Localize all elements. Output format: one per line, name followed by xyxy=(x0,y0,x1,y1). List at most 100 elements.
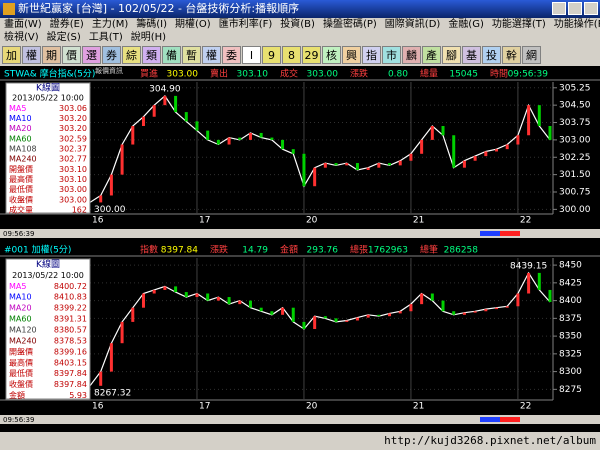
toolbar-button[interactable]: 麟 xyxy=(402,46,421,64)
toolbar-button[interactable]: 產 xyxy=(422,46,441,64)
menu-item[interactable]: 說明(H) xyxy=(130,32,167,43)
toolbar-button[interactable]: 暫 xyxy=(182,46,201,64)
candle xyxy=(270,311,274,315)
y-tick-label: 302.25 xyxy=(559,153,591,163)
panel-title: K線圖 xyxy=(36,82,60,94)
toolbar-button[interactable]: 核 xyxy=(322,46,341,64)
candle xyxy=(195,121,199,131)
indicator-label: 最低價 xyxy=(9,184,33,194)
y-tick-label: 303.75 xyxy=(559,118,591,128)
maximize[interactable] xyxy=(568,2,582,15)
candle xyxy=(248,132,252,140)
toolbar-button[interactable]: 類 xyxy=(142,46,161,64)
toolbar-button[interactable]: 備 xyxy=(162,46,181,64)
menu-item[interactable]: 功能選擇(T) xyxy=(491,19,546,30)
candle xyxy=(163,95,167,106)
toolbar-button[interactable]: 券 xyxy=(102,46,121,64)
toolbar-button[interactable]: 權 xyxy=(202,46,221,64)
menu-item[interactable]: 工具(T) xyxy=(88,32,123,43)
candle xyxy=(441,126,445,136)
indicator-value: 303.06 xyxy=(59,104,87,113)
indicator-value: 302.59 xyxy=(59,134,87,143)
menu-item[interactable]: 主力(M) xyxy=(91,19,129,30)
toolbar-button[interactable]: 委 xyxy=(222,46,241,64)
toolbar-button[interactable]: 價 xyxy=(62,46,81,64)
quote-label: 成交 xyxy=(280,68,298,80)
status-time: 09:56:39 xyxy=(3,416,34,424)
menu-item[interactable]: 證券(E) xyxy=(49,19,84,30)
indicator-value: 302.77 xyxy=(59,155,87,164)
menu-item[interactable]: 功能操作(R) xyxy=(553,19,600,30)
x-tick-label: 22 xyxy=(520,216,531,226)
toolbar-button[interactable]: 8 xyxy=(282,46,301,64)
toolbar-button[interactable]: 權 xyxy=(22,46,41,64)
toolbar-button[interactable]: 期 xyxy=(42,46,61,64)
indicator-label: 最高價 xyxy=(9,174,33,184)
toolbar-button[interactable]: 綜 xyxy=(122,46,141,64)
toolbar-button[interactable]: 興 xyxy=(342,46,361,64)
toolbar-button[interactable]: 網 xyxy=(522,46,541,64)
candle xyxy=(174,286,178,293)
indicator-value: 8403.15 xyxy=(54,358,87,367)
price-line xyxy=(89,94,551,203)
toolbar-button[interactable]: 基 xyxy=(462,46,481,64)
y-tick-label: 300.75 xyxy=(559,188,591,198)
menu-item[interactable]: 匯市利率(F) xyxy=(218,19,273,30)
x-tick-label: 20 xyxy=(306,216,318,226)
menu-item[interactable]: 設定(S) xyxy=(46,32,81,43)
toolbar-button[interactable]: I xyxy=(242,46,261,64)
y-tick-label: 8375 xyxy=(559,314,582,324)
minimize[interactable] xyxy=(552,2,566,15)
toolbar-button[interactable]: 投 xyxy=(482,46,501,64)
candle xyxy=(216,297,220,301)
candle xyxy=(505,306,509,308)
quote-label: 賣出 xyxy=(210,68,228,80)
menu-item[interactable]: 操盤密碼(P) xyxy=(322,19,377,30)
info-panel xyxy=(5,258,91,400)
candle xyxy=(334,163,338,166)
quote-label: 總量 xyxy=(420,68,438,80)
menu-item[interactable]: 國際資訊(D) xyxy=(384,19,441,30)
candle xyxy=(473,311,477,313)
candle xyxy=(430,293,434,301)
indicator-label: MA10 xyxy=(9,293,32,302)
candle xyxy=(495,307,499,310)
menu-item[interactable]: 畫面(W) xyxy=(4,19,42,30)
candle xyxy=(302,153,306,187)
menu-item[interactable]: 籌碼(I) xyxy=(136,19,168,30)
quote-label: 買進 xyxy=(140,68,158,80)
candle xyxy=(238,300,242,305)
candle xyxy=(527,105,531,136)
toolbar-button[interactable]: 加 xyxy=(2,46,21,64)
toolbar-button[interactable]: 選 xyxy=(82,46,101,64)
low-label: 300.00 xyxy=(94,205,126,215)
menu-item[interactable]: 金融(G) xyxy=(448,19,484,30)
toolbar-button[interactable]: 腳 xyxy=(442,46,461,64)
indicator-value: 302.37 xyxy=(59,145,87,154)
indicator-value: 162 xyxy=(72,205,87,214)
indicator-label: MA5 xyxy=(9,282,26,291)
candle xyxy=(120,321,124,344)
close[interactable] xyxy=(584,2,598,15)
menu-item[interactable]: 投資(B) xyxy=(280,19,315,30)
x-tick-label: 16 xyxy=(92,216,104,226)
candle xyxy=(206,293,210,301)
app-icon xyxy=(3,3,15,15)
toolbar-button[interactable]: 市 xyxy=(382,46,401,64)
toolbar-button[interactable]: 9 xyxy=(262,46,281,64)
menu-item[interactable]: 檢視(V) xyxy=(4,32,39,43)
indicator-label: 金額 xyxy=(9,390,25,400)
toolbar-button[interactable]: 指 xyxy=(362,46,381,64)
candle xyxy=(109,343,113,372)
toolbar-button[interactable]: 幹 xyxy=(502,46,521,64)
candle xyxy=(345,320,349,322)
toolbar-button[interactable]: 29 xyxy=(302,46,321,64)
symbol: STWA& 摩台指&(5分) xyxy=(4,68,95,80)
indicator-value: 8378.53 xyxy=(54,336,87,345)
x-tick-label: 20 xyxy=(306,402,318,412)
candle xyxy=(131,307,135,322)
quote-label: 總筆 xyxy=(420,244,438,256)
quote-value: 09:56:39 xyxy=(508,70,549,80)
menu-item[interactable]: 期權(O) xyxy=(175,19,211,30)
candle xyxy=(152,289,156,294)
